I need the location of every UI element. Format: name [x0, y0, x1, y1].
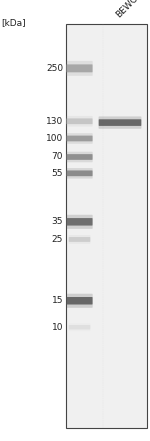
FancyBboxPatch shape [66, 297, 93, 304]
FancyBboxPatch shape [66, 152, 93, 162]
Text: [kDa]: [kDa] [2, 19, 26, 27]
Text: 10: 10 [51, 323, 63, 332]
FancyBboxPatch shape [66, 294, 93, 308]
FancyBboxPatch shape [99, 116, 141, 129]
FancyBboxPatch shape [66, 154, 93, 160]
FancyBboxPatch shape [66, 118, 93, 124]
Text: 25: 25 [52, 235, 63, 244]
FancyBboxPatch shape [69, 323, 90, 331]
Text: 15: 15 [51, 296, 63, 305]
FancyBboxPatch shape [66, 168, 93, 179]
Text: 130: 130 [46, 117, 63, 126]
FancyBboxPatch shape [66, 170, 93, 176]
FancyBboxPatch shape [66, 215, 93, 229]
FancyBboxPatch shape [66, 218, 93, 226]
FancyBboxPatch shape [66, 61, 93, 76]
FancyBboxPatch shape [66, 64, 93, 72]
FancyBboxPatch shape [69, 235, 90, 244]
Text: 250: 250 [46, 64, 63, 73]
FancyBboxPatch shape [69, 325, 90, 329]
FancyBboxPatch shape [99, 119, 141, 126]
FancyBboxPatch shape [69, 237, 90, 242]
FancyBboxPatch shape [66, 116, 93, 127]
Text: 70: 70 [51, 153, 63, 161]
Text: 35: 35 [51, 217, 63, 226]
Text: 55: 55 [51, 169, 63, 178]
Bar [66, 24, 147, 428]
Text: BEWO: BEWO [114, 0, 140, 20]
FancyBboxPatch shape [66, 133, 93, 144]
FancyBboxPatch shape [66, 135, 93, 141]
Text: 100: 100 [46, 134, 63, 143]
